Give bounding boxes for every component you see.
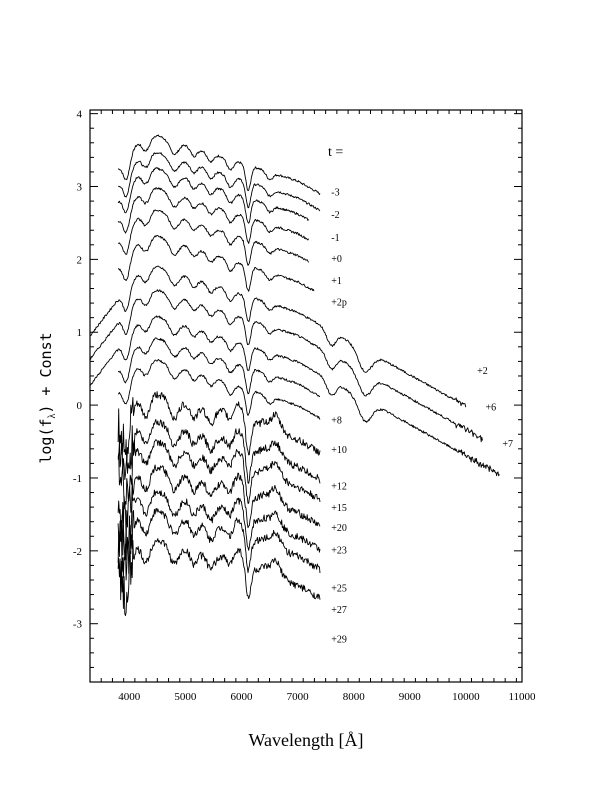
epoch-label-+25: +25 bbox=[331, 583, 347, 594]
y-axis-title-subscript: λ bbox=[47, 413, 58, 418]
y-axis-title-main: log(f bbox=[37, 418, 55, 463]
x-tick-label: 10000 bbox=[452, 691, 480, 703]
spectrum-+25 bbox=[117, 489, 321, 561]
epoch-label-+20: +20 bbox=[331, 523, 347, 534]
epoch-label-+2p: +2p bbox=[331, 298, 347, 309]
y-tick-label: -2 bbox=[73, 546, 82, 558]
epoch-label--2: -2 bbox=[331, 210, 339, 221]
epoch-label-+23: +23 bbox=[331, 545, 347, 556]
x-axis-title: Wavelength [Å] bbox=[248, 730, 363, 750]
spectrum-+7 bbox=[90, 315, 500, 477]
spectrum-+29 bbox=[117, 538, 321, 617]
spectrum-+6 bbox=[89, 289, 483, 443]
y-tick-label: 4 bbox=[77, 109, 83, 121]
legend-header: t = bbox=[328, 145, 343, 160]
y-axis-title: log(fλ) + Const bbox=[37, 332, 58, 463]
epoch-label-+1: +1 bbox=[331, 276, 342, 287]
epoch-label-+12: +12 bbox=[331, 481, 347, 492]
x-tick-labels: 4000 5000 6000 7000 8000 9000 10000 11000 bbox=[118, 691, 536, 703]
spectra-series bbox=[89, 134, 500, 617]
spectrum-+8 bbox=[117, 337, 321, 397]
epoch-label-+15: +15 bbox=[331, 503, 347, 514]
epoch-label-+27: +27 bbox=[331, 605, 347, 616]
spectrum-+27 bbox=[117, 508, 321, 581]
spectrum-+23 bbox=[117, 464, 321, 539]
epoch-label-+6: +6 bbox=[486, 403, 497, 414]
y-tick-label: 1 bbox=[77, 327, 83, 339]
epoch-label--3: -3 bbox=[331, 188, 339, 199]
x-tick-label: 6000 bbox=[230, 691, 253, 703]
spectrum-+20 bbox=[117, 439, 321, 509]
spectrum-+2 bbox=[89, 265, 467, 408]
x-tick-label: 4000 bbox=[118, 691, 141, 703]
epoch-label-+10: +10 bbox=[331, 445, 347, 456]
spectrum-+12 bbox=[117, 391, 321, 465]
y-tick-label: 0 bbox=[77, 400, 83, 412]
epoch-label--1: -1 bbox=[331, 233, 339, 244]
spectrum-+1 bbox=[117, 209, 309, 266]
epoch-label-+0: +0 bbox=[331, 254, 342, 265]
spectrum-+10 bbox=[118, 358, 321, 420]
x-tick-label: 8000 bbox=[343, 691, 366, 703]
spectrum-+15 bbox=[117, 418, 321, 484]
plot-frame bbox=[89, 109, 523, 683]
epoch-label-+7: +7 bbox=[502, 439, 513, 450]
epoch-label-+8: +8 bbox=[331, 416, 342, 427]
epoch-label-+29: +29 bbox=[331, 634, 347, 645]
y-tick-label: 3 bbox=[77, 182, 83, 194]
spectrum--1 bbox=[117, 167, 309, 224]
epoch-labels: -3 -2 -1 +0 +1 +2p +2 +6 +7 +8 +10 +12 +15 +20 +23 +25 +… bbox=[331, 188, 513, 646]
spectrum--2 bbox=[118, 152, 321, 212]
y-tick-label: -3 bbox=[73, 619, 83, 631]
y-tick-labels: -3 -2 -1 0 1 2 3 4 bbox=[73, 109, 83, 631]
spectrum--3 bbox=[117, 134, 321, 195]
spectrum-+2p bbox=[117, 235, 315, 292]
y-tick-label: -1 bbox=[73, 473, 82, 485]
axis-ticks bbox=[89, 110, 522, 683]
spectrum-+0 bbox=[117, 187, 309, 244]
x-tick-label: 9000 bbox=[399, 691, 422, 703]
y-axis-title-tail: ) + Const bbox=[37, 332, 55, 413]
x-tick-label: 5000 bbox=[174, 691, 197, 703]
y-tick-label: 2 bbox=[77, 254, 83, 266]
epoch-label-+2: +2 bbox=[477, 366, 488, 377]
x-tick-label: 11000 bbox=[508, 691, 536, 703]
x-tick-label: 7000 bbox=[287, 691, 310, 703]
